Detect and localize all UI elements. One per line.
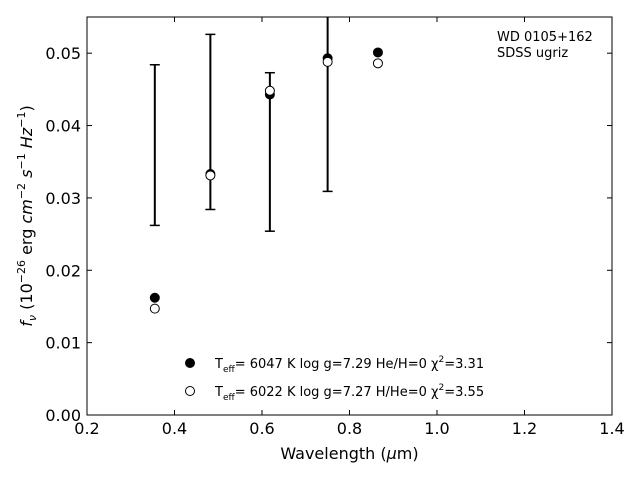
point-open xyxy=(205,170,216,181)
x-tick-label: 0.6 xyxy=(249,419,274,438)
point-filled xyxy=(149,292,160,303)
x-tick-label: 1.2 xyxy=(512,419,537,438)
y-tick-label: 0.01 xyxy=(45,334,81,353)
legend-entry-2: Teff= 6022 K log g=7.27 H/He=0 χ2=3.55 xyxy=(214,383,484,403)
x-tick-label: 0.8 xyxy=(337,419,362,438)
y-tick-label: 0.00 xyxy=(45,406,81,425)
legend-entry-1: Teff= 6047 K log g=7.29 He/H=0 χ2=3.31 xyxy=(214,355,484,375)
axis-ticks: 0.2 0.4 0.6 0.8 1.0 1.2 1.4 0.00 0.01 0.02 0.03 0.0… xyxy=(45,17,625,438)
x-tick-label: 0.2 xyxy=(74,419,99,438)
y-tick-label: 0.04 xyxy=(45,117,81,136)
legend: Teff= 6047 K log g=7.29 He/H=0 χ2=3.31 T… xyxy=(185,355,484,403)
x-tick-label: 1.0 xyxy=(424,419,449,438)
point-open xyxy=(322,56,333,67)
point-open xyxy=(149,303,160,314)
annotation-filters: SDSS ugriz xyxy=(497,46,568,61)
point-open xyxy=(372,58,383,69)
annotation-object: WD 0105+162 xyxy=(497,30,593,45)
y-tick-label: 0.02 xyxy=(45,261,81,280)
observed-errorbars xyxy=(149,17,333,232)
x-axis-label: Wavelength (μm) xyxy=(280,444,418,463)
y-tick-label: 0.05 xyxy=(45,44,81,63)
x-tick-label: 0.4 xyxy=(162,419,187,438)
point-filled xyxy=(372,47,383,58)
plot-frame xyxy=(86,16,613,416)
y-tick-label: 0.03 xyxy=(45,189,81,208)
annotation: WD 0105+162 SDSS ugriz xyxy=(497,30,593,61)
legend-marker-filled xyxy=(185,358,195,368)
point-open xyxy=(264,85,275,96)
y-axis-label: fν (10−26 erg cm−2 s−1 Hz−1) xyxy=(15,105,39,326)
x-tick-label: 1.4 xyxy=(599,419,624,438)
data-markers xyxy=(149,47,383,314)
legend-marker-open xyxy=(185,386,195,396)
